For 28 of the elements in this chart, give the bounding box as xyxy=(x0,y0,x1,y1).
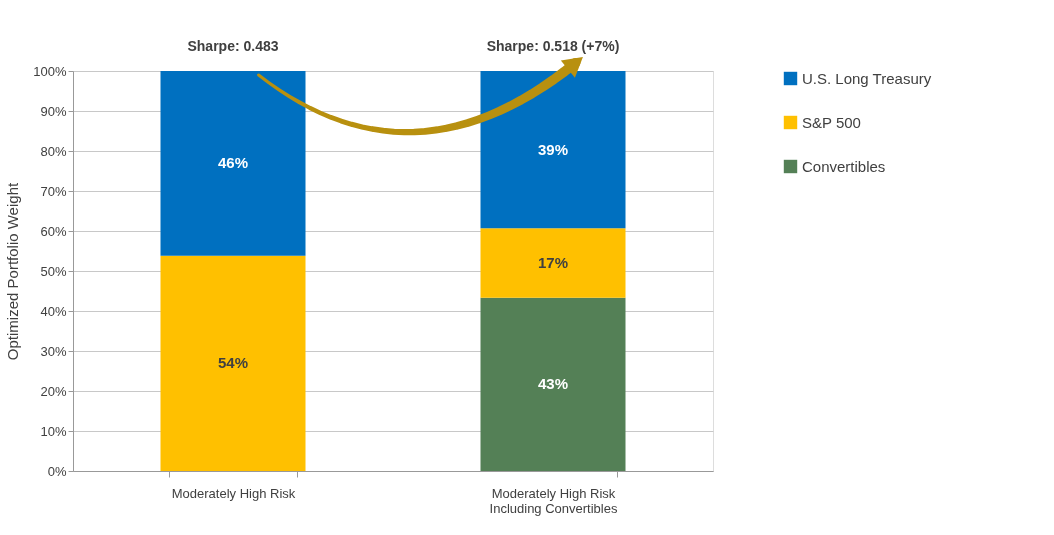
y-tick-label: 80% xyxy=(40,143,67,159)
legend-label: U.S. Long Treasury xyxy=(802,69,932,87)
y-tick-label: 100% xyxy=(33,63,67,79)
data-label: 43% xyxy=(537,375,569,393)
bar xyxy=(160,255,306,471)
y-axis-title: Optimized Portfolio Weight xyxy=(4,182,22,361)
y-tick-label: 50% xyxy=(40,263,67,279)
data-label: 39% xyxy=(537,140,569,158)
legend-label: Convertibles xyxy=(802,157,886,175)
bar xyxy=(480,228,626,298)
text: Sharpe: 0.518 (+7%) xyxy=(486,38,620,54)
data-label: 46% xyxy=(217,154,249,172)
y-tick-label: 70% xyxy=(40,183,67,199)
y-tick-label: 10% xyxy=(40,423,67,439)
legend-label: S&P 500 xyxy=(802,113,861,131)
x-tick-label: Moderately High Risk Including Convertibles xyxy=(489,485,618,516)
bar xyxy=(480,297,626,471)
bar xyxy=(160,71,306,256)
text: Sharpe: 0.483 xyxy=(187,38,279,54)
y-tick-label: 0% xyxy=(47,463,67,479)
x-tick-label: Moderately High Risk xyxy=(171,485,296,501)
y-tick-label: 40% xyxy=(40,303,67,319)
y-tick-label: 90% xyxy=(40,103,67,119)
y-tick-label: 30% xyxy=(40,343,67,359)
y-tick-label: 20% xyxy=(40,383,67,399)
data-label: 17% xyxy=(537,254,569,271)
data-label: 54% xyxy=(217,354,249,372)
y-tick-label: 60% xyxy=(40,223,67,239)
